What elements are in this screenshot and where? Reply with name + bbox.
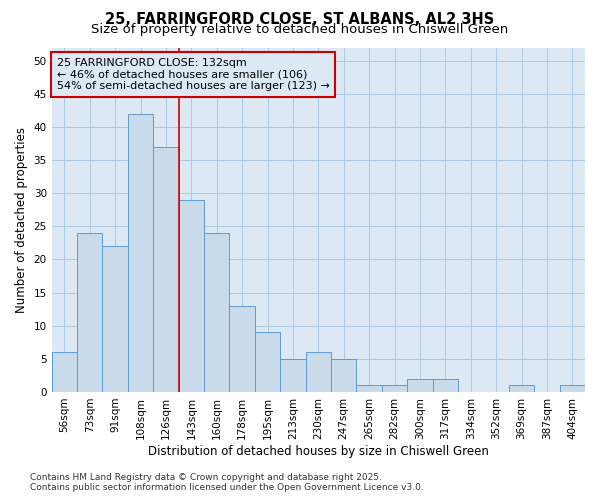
Bar <box>331 359 356 392</box>
Bar <box>204 233 229 392</box>
Bar <box>509 386 534 392</box>
Bar <box>229 306 255 392</box>
Bar <box>433 378 458 392</box>
Y-axis label: Number of detached properties: Number of detached properties <box>15 126 28 312</box>
Text: Contains HM Land Registry data © Crown copyright and database right 2025.
Contai: Contains HM Land Registry data © Crown c… <box>30 473 424 492</box>
Text: 25, FARRINGFORD CLOSE, ST ALBANS, AL2 3HS: 25, FARRINGFORD CLOSE, ST ALBANS, AL2 3H… <box>106 12 494 28</box>
Bar <box>52 352 77 392</box>
Bar <box>560 386 585 392</box>
Bar <box>103 246 128 392</box>
Bar <box>280 359 305 392</box>
Bar <box>255 332 280 392</box>
Bar <box>407 378 433 392</box>
X-axis label: Distribution of detached houses by size in Chiswell Green: Distribution of detached houses by size … <box>148 444 489 458</box>
Bar <box>128 114 153 392</box>
Bar <box>356 386 382 392</box>
Bar <box>179 200 204 392</box>
Text: Size of property relative to detached houses in Chiswell Green: Size of property relative to detached ho… <box>91 22 509 36</box>
Text: 25 FARRINGFORD CLOSE: 132sqm
← 46% of detached houses are smaller (106)
54% of s: 25 FARRINGFORD CLOSE: 132sqm ← 46% of de… <box>57 58 330 91</box>
Bar <box>305 352 331 392</box>
Bar <box>77 233 103 392</box>
Bar <box>382 386 407 392</box>
Bar <box>153 147 179 392</box>
